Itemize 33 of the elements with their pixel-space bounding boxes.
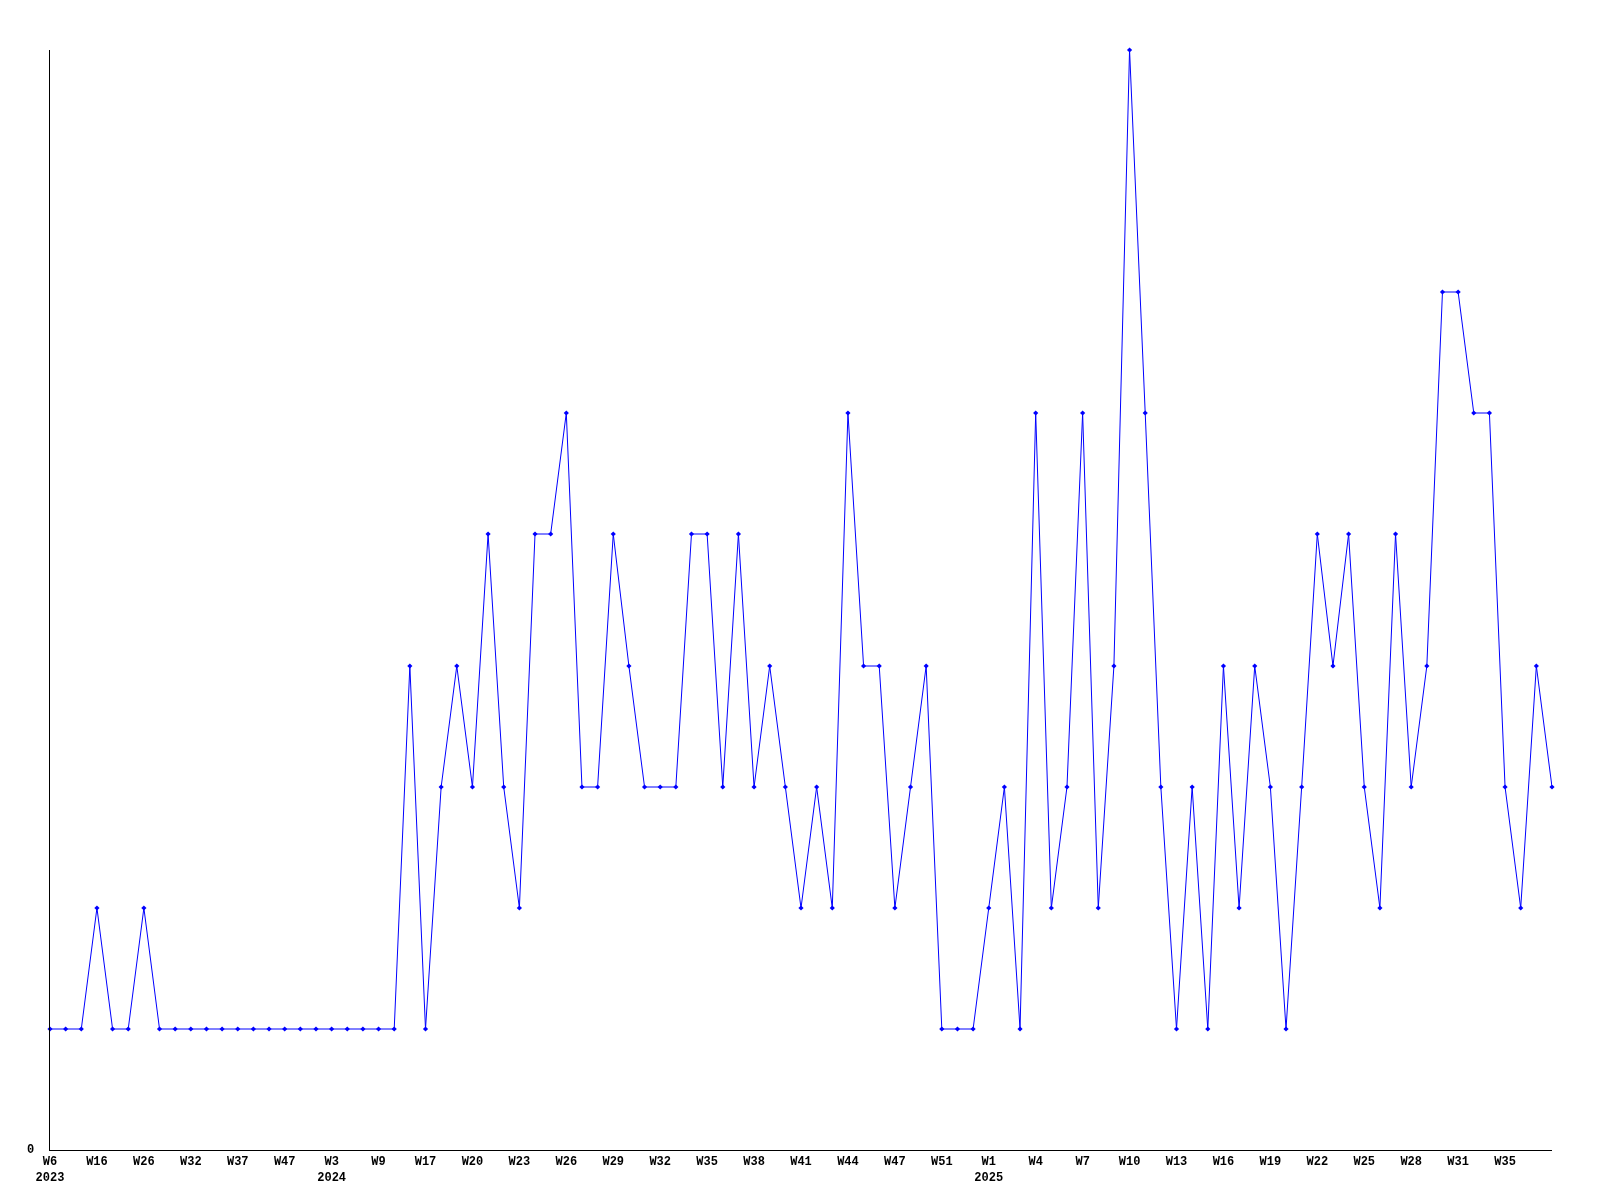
x-tick-label: W6 2023 xyxy=(35,1155,65,1185)
x-tick-label: W1 2025 xyxy=(974,1155,1004,1185)
x-tick-label: W22 xyxy=(1306,1155,1329,1170)
x-tick-label: W32 xyxy=(649,1155,671,1170)
x-tick-label: W29 xyxy=(602,1155,625,1170)
x-tick-label: W16 xyxy=(86,1155,108,1170)
x-tick-label: W47 xyxy=(884,1155,906,1170)
x-tick-label: W51 xyxy=(931,1155,953,1170)
x-tick-label: W10 xyxy=(1118,1155,1141,1170)
x-tick-label: W44 xyxy=(837,1155,859,1170)
x-tick-label: W19 xyxy=(1259,1155,1282,1170)
x-tick-label: W35 xyxy=(696,1155,718,1170)
x-tick-label: W35 xyxy=(1494,1155,1516,1170)
x-tick-label: W31 xyxy=(1447,1155,1469,1170)
x-tick-label: W32 xyxy=(180,1155,202,1170)
text: 0 xyxy=(27,1143,35,1157)
x-tick-label: W26 xyxy=(555,1155,578,1170)
x-tick-label: W37 xyxy=(226,1155,249,1170)
x-tick-label: W9 xyxy=(371,1155,386,1170)
x-tick-label: W41 xyxy=(790,1155,812,1170)
x-tick-label: W20 xyxy=(461,1155,484,1170)
x-tick-label: W23 xyxy=(508,1155,531,1170)
x-tick-label: W7 xyxy=(1075,1155,1090,1170)
x-tick-label: W26 xyxy=(133,1155,155,1170)
x-tick-label: W25 xyxy=(1353,1155,1376,1170)
x-tick-label: W38 xyxy=(743,1155,765,1170)
x-tick-label: W16 xyxy=(1212,1155,1235,1170)
x-tick-label: W17 xyxy=(414,1155,437,1170)
x-tick-label: W28 xyxy=(1400,1155,1422,1170)
x-tick-label: W13 xyxy=(1165,1155,1188,1170)
x-tick-label: W4 xyxy=(1028,1155,1043,1170)
x-tick-label: W3 2024 xyxy=(317,1155,347,1185)
x-tick-label: W47 xyxy=(273,1155,296,1170)
